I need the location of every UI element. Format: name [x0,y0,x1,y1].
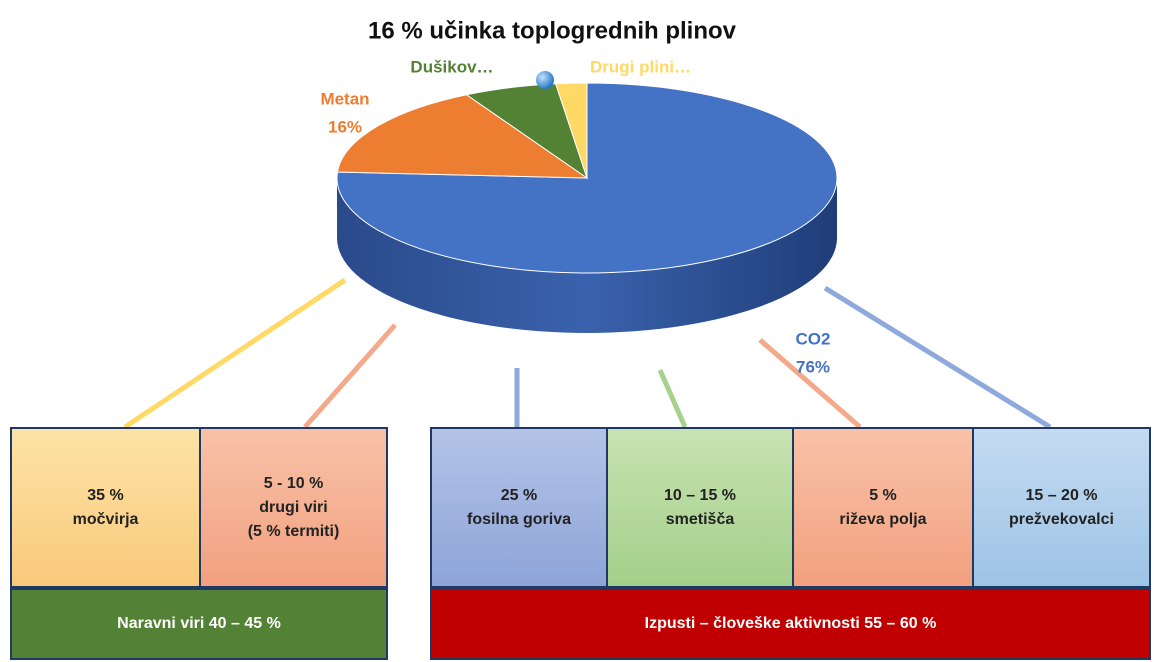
box-line: smetišča [665,510,735,528]
connector-lines [123,277,1052,430]
box-line: 5 % [869,486,897,504]
box: 35 % močvirja [10,427,201,588]
box-line: 35 % [87,486,124,504]
box: 10 – 15 % smetišča [606,427,794,588]
group-label: Izpusti – človeške aktivnosti 55 – 60 % [430,588,1151,660]
box: 15 – 20 % prežvekovalci [972,427,1151,588]
slice-label: CO2 [796,329,831,348]
leader-dot [536,71,554,89]
box: 25 % fosilna goriva [430,427,608,588]
group-label: Naravni viri 40 – 45 % [10,588,388,660]
box-line: drugi viri [259,498,328,516]
box: 5 % riževa polja [792,427,974,588]
pie-slice [554,82,588,179]
box-line: riževa polja [839,510,927,528]
box-line: močvirja [72,510,139,528]
slice-label: Metan [320,89,369,108]
pie-side [337,178,837,333]
slice-value-label: 16% [328,117,362,136]
slice-label: Dušikov… [410,57,493,76]
box-line: 15 – 20 % [1025,486,1098,504]
box: 5 - 10 % drugi viri (5 % termiti) [199,427,388,588]
box-line: 25 % [500,486,538,504]
pie-slice [336,94,589,179]
box-line: 5 - 10 % [263,474,324,492]
box-line: 10 – 15 % [663,486,737,504]
slice-value-label: 76% [796,357,830,376]
box-line: (5 % termiti) [247,522,340,540]
box-line: prežvekovalci [1009,510,1114,528]
slice-label: Drugi plini… [590,57,691,76]
chart-title: 16 % učinka toplogrednih plinov [368,17,737,44]
box-line: fosilna goriva [466,510,572,528]
